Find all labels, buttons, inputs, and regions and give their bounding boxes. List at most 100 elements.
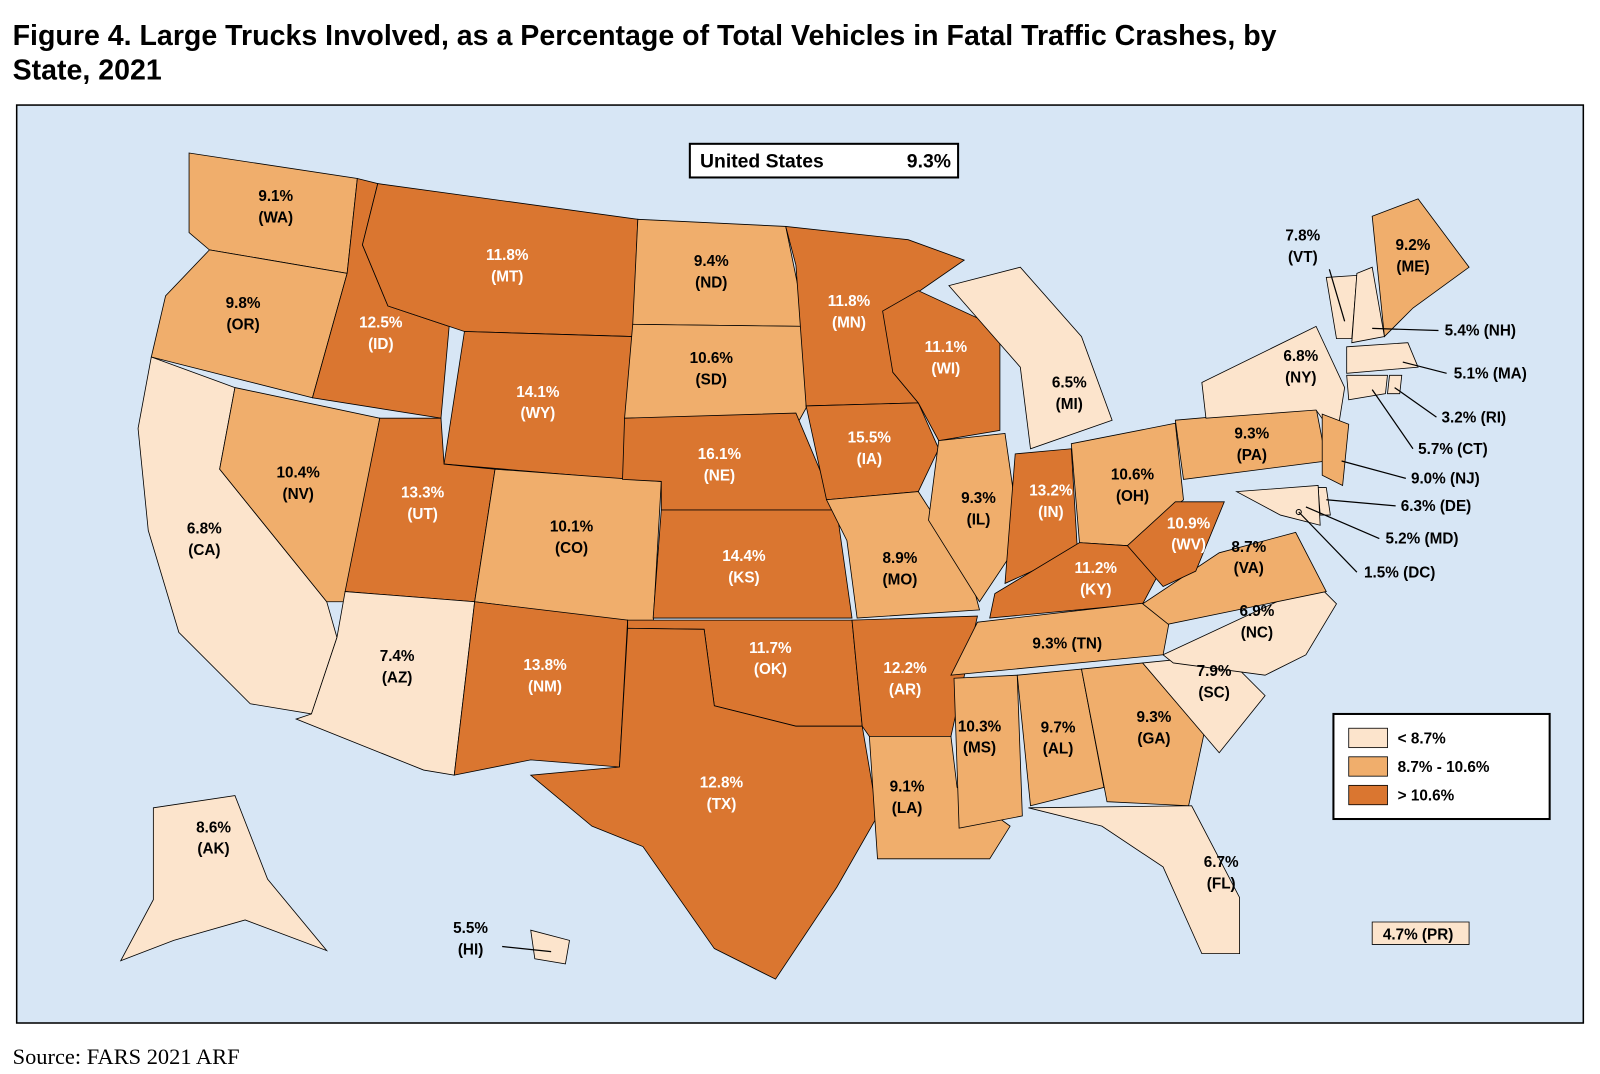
state-name-label: (NE) bbox=[704, 467, 735, 484]
state-value-label: 9.3% bbox=[1234, 426, 1269, 443]
state-name-label: (AR) bbox=[889, 682, 921, 699]
state-value-label: 9.8% bbox=[226, 295, 261, 312]
state-region bbox=[219, 387, 381, 603]
state-value-label: 6.5% bbox=[1052, 375, 1087, 392]
state-label: 5.7% (CT) bbox=[1418, 441, 1488, 458]
state-name-label: (CO) bbox=[555, 540, 588, 557]
state-value-label: 11.8% bbox=[828, 293, 871, 310]
state-region bbox=[1387, 374, 1403, 395]
state-value-label: 7.4% bbox=[380, 648, 415, 665]
state-region bbox=[1028, 805, 1241, 955]
state-name-label: (NJ) bbox=[1450, 470, 1480, 487]
state-shapes bbox=[119, 152, 1470, 980]
state-name-label: (ND) bbox=[695, 275, 727, 292]
state-value-label: 1.5% bbox=[1364, 564, 1399, 581]
legend-label: 8.7% - 10.6% bbox=[1398, 759, 1490, 776]
state-name-label: (PR) bbox=[1422, 926, 1453, 943]
state-name-label: (NH) bbox=[1484, 323, 1516, 340]
state-region bbox=[805, 402, 940, 501]
state-name-label: (WY) bbox=[520, 405, 555, 422]
state-value-label: 13.3% bbox=[401, 485, 445, 502]
state-name-label: (AL) bbox=[1043, 741, 1074, 758]
state-name-label: (MN) bbox=[832, 314, 866, 331]
state-name-label: (NC) bbox=[1241, 624, 1273, 641]
state-value-label: 16.1% bbox=[698, 446, 742, 463]
state-name-label: (MO) bbox=[883, 571, 918, 588]
state-name-label: (LA) bbox=[892, 800, 923, 817]
state-value-label: 6.7% bbox=[1204, 854, 1239, 871]
state-value-label: 11.2% bbox=[1075, 560, 1118, 577]
leader-line bbox=[502, 945, 552, 953]
state-region bbox=[1346, 374, 1388, 401]
state-value-label: 6.8% bbox=[187, 520, 222, 537]
state-region bbox=[624, 323, 807, 427]
state-region bbox=[928, 433, 1021, 603]
legend-label: > 10.6% bbox=[1398, 788, 1455, 805]
state-name-label: (IL) bbox=[967, 511, 991, 528]
state-name-label: (VA) bbox=[1234, 560, 1264, 577]
leader-line bbox=[1371, 389, 1414, 450]
state-value-label: 9.4% bbox=[694, 253, 729, 270]
state-region bbox=[652, 509, 853, 619]
title-line: Figure 4. Large Trucks Involved, as a Pe… bbox=[13, 20, 1277, 52]
state-label: 9.3% (TN) bbox=[1032, 636, 1102, 653]
state-value-label: 5.4% bbox=[1445, 323, 1480, 340]
state-value-label: 8.7% bbox=[1231, 539, 1266, 556]
state-region bbox=[868, 735, 1011, 860]
state-value-label: 9.3% bbox=[961, 490, 996, 507]
state-name-label: (KS) bbox=[728, 569, 759, 586]
state-name-label: (MI) bbox=[1056, 396, 1083, 413]
us-total-box bbox=[688, 142, 960, 179]
state-name-label: (WI) bbox=[931, 360, 960, 377]
state-value-label: 4.7% bbox=[1383, 926, 1418, 943]
state-name-label: (HI) bbox=[458, 942, 483, 959]
state-label: 6.3% (DE) bbox=[1401, 498, 1471, 515]
us-total-label: United States bbox=[700, 150, 824, 172]
state-value-label: 9.2% bbox=[1396, 237, 1431, 254]
state-value-label: 10.6% bbox=[1111, 466, 1155, 483]
state-value-label: 6.9% bbox=[1240, 603, 1275, 620]
state-name-label: (KY) bbox=[1080, 582, 1111, 599]
figure-title: Figure 4. Large Trucks Involved, as a Pe… bbox=[13, 20, 1277, 87]
state-value-label: 10.4% bbox=[277, 464, 321, 481]
state-region bbox=[150, 249, 348, 399]
state-value-label: 11.7% bbox=[749, 640, 792, 657]
state-value-label: 9.7% bbox=[1041, 719, 1076, 736]
state-name-label: (OH) bbox=[1116, 488, 1149, 505]
state-label: 9.0% (NJ) bbox=[1411, 470, 1480, 487]
state-value-label: 5.2% bbox=[1385, 531, 1420, 548]
leader-line bbox=[1298, 511, 1358, 573]
state-value-label: 9.1% bbox=[258, 188, 293, 205]
state-value-label: 12.2% bbox=[883, 660, 927, 677]
state-name-label: (ME) bbox=[1396, 258, 1429, 275]
state-value-label: 6.3% bbox=[1401, 498, 1436, 515]
state-value-label: 8.9% bbox=[883, 550, 918, 567]
state-name-label: (AZ) bbox=[382, 669, 413, 686]
state-value-label: 8.6% bbox=[196, 819, 231, 836]
state-value-label: 14.4% bbox=[722, 548, 766, 565]
state-value-label: 14.1% bbox=[516, 384, 560, 401]
state-value-label: 5.1% bbox=[1454, 365, 1489, 382]
state-labels: 9.1% (WA) 9.8% (OR) 6.8% (CA) 10.4% (NV) 12.5% (I… bbox=[187, 188, 1527, 959]
state-name-label: (IN) bbox=[1038, 504, 1063, 521]
state-label: 5.4% (NH) bbox=[1445, 323, 1516, 340]
state-value-label: 9.1% bbox=[890, 778, 925, 795]
state-value-label: 7.9% bbox=[1197, 663, 1232, 680]
title-line: State, 2021 bbox=[13, 55, 162, 87]
state-value-label: 15.5% bbox=[848, 430, 892, 447]
legend-swatch bbox=[1348, 784, 1388, 806]
leader-line bbox=[1305, 506, 1380, 540]
state-value-label: 7.8% bbox=[1285, 228, 1320, 245]
state-name-label: (MA) bbox=[1493, 365, 1527, 382]
state-name-label: (MD) bbox=[1425, 531, 1459, 548]
state-value-label: 11.8% bbox=[486, 247, 529, 264]
state-region bbox=[948, 266, 1113, 450]
state-value-label: 13.2% bbox=[1029, 483, 1073, 500]
state-label: 5.1% (MA) bbox=[1454, 365, 1527, 382]
state-label: 1.5% (DC) bbox=[1364, 564, 1435, 581]
state-region bbox=[1371, 921, 1470, 945]
state-region bbox=[1351, 266, 1385, 344]
state-name-label: (DE) bbox=[1440, 498, 1471, 515]
state-region bbox=[1321, 413, 1350, 487]
state-value-label: 10.1% bbox=[550, 518, 594, 535]
